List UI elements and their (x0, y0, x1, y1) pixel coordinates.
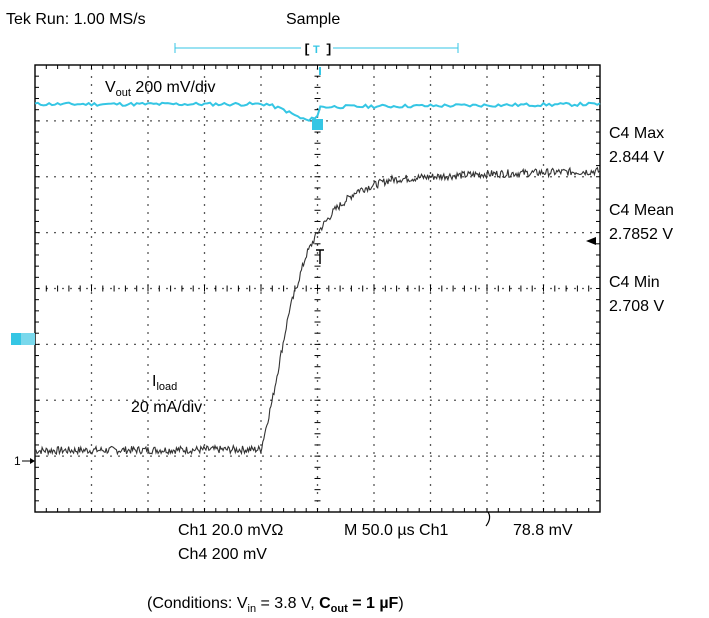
measurement-name: C4 Mean (609, 202, 674, 219)
iload-trace (34, 166, 600, 456)
trigger-position-box (301, 41, 333, 55)
ch1-ground-marker: 1 (14, 454, 35, 468)
iload-label: Iload (152, 373, 178, 393)
measurement-value: 2.7852 V (609, 226, 674, 243)
svg-text:1: 1 (14, 454, 21, 468)
vout-cursor-marker (312, 119, 323, 130)
acquisition-window-indicator: [ ] T (174, 41, 459, 57)
measurement-value: 2.708 V (609, 298, 665, 315)
timebase-pointer (485, 511, 491, 527)
iload-scale: 20 mA/div (131, 399, 203, 416)
ch1-scale: Ch1 20.0 mVΩ (178, 522, 284, 539)
vout-trace (34, 101, 601, 122)
grid (35, 65, 600, 512)
trigger-marker-label: T (313, 44, 320, 56)
measurement-name: C4 Min (609, 274, 660, 291)
measurement-value: 2.844 V (609, 149, 665, 166)
conditions-caption: (Conditions: Vin = 3.8 V, Cout = 1 µF) (147, 595, 404, 615)
timebase: M 50.0 µs Ch1 (344, 522, 449, 539)
acquisition-mode: Sample (286, 11, 341, 28)
ch4-scale: Ch4 200 mV (178, 546, 267, 563)
vout-label: Vout 200 mV/div (105, 79, 216, 99)
ch4-ground-marker (11, 333, 35, 345)
svg-text:]: ] (325, 42, 333, 57)
trigger-level-marker (586, 237, 596, 245)
svg-text:[: [ (303, 42, 311, 57)
trigger-level: 78.8 mV (513, 522, 573, 539)
run-status: Tek Run: 1.00 MS/s (6, 11, 146, 28)
iload-trigger-tick (316, 249, 324, 264)
measurement-name: C4 Max (609, 125, 665, 142)
